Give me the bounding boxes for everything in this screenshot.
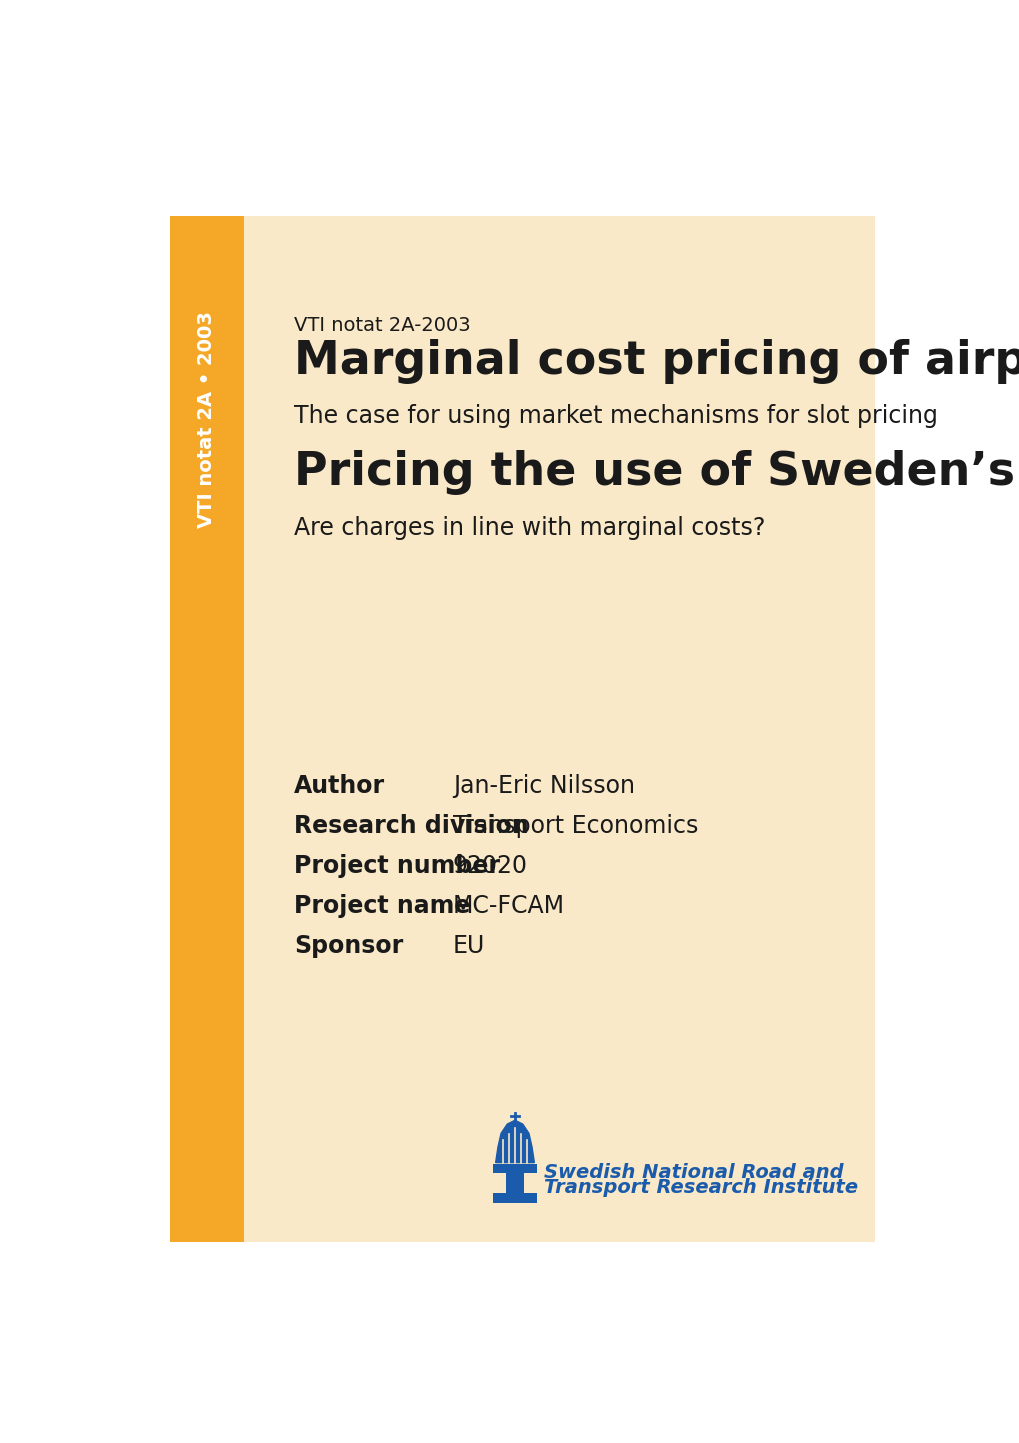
Text: Project number: Project number — [293, 854, 499, 877]
Text: EU: EU — [452, 934, 485, 958]
Text: Transport Research Institute: Transport Research Institute — [544, 1177, 858, 1198]
Text: Are charges in line with marginal costs?: Are charges in line with marginal costs? — [293, 515, 764, 540]
Text: MC-FCAM: MC-FCAM — [452, 893, 565, 918]
Bar — [244, 215, 874, 1242]
Text: Swedish National Road and: Swedish National Road and — [544, 1163, 844, 1182]
Text: Author: Author — [293, 773, 385, 798]
Bar — [170, 215, 244, 1242]
Text: Transport Economics: Transport Economics — [452, 814, 698, 838]
Polygon shape — [495, 1120, 534, 1163]
Text: 92020: 92020 — [452, 854, 528, 877]
Text: Jan-Eric Nilsson: Jan-Eric Nilsson — [452, 773, 635, 798]
Bar — [493, 1165, 536, 1173]
Text: Marginal cost pricing of airport use: Marginal cost pricing of airport use — [293, 339, 1019, 384]
Bar — [493, 1193, 536, 1202]
Text: VTI notat 2A-2003: VTI notat 2A-2003 — [293, 316, 471, 335]
Text: Research division: Research division — [293, 814, 529, 838]
Text: VTI notat 2A • 2003: VTI notat 2A • 2003 — [197, 312, 216, 528]
Bar — [506, 1165, 523, 1193]
Text: Project name: Project name — [293, 893, 470, 918]
Text: Sponsor: Sponsor — [293, 934, 403, 958]
Text: Pricing the use of Sweden’s railways: Pricing the use of Sweden’s railways — [293, 450, 1019, 495]
Text: The case for using market mechanisms for slot pricing: The case for using market mechanisms for… — [293, 404, 937, 429]
